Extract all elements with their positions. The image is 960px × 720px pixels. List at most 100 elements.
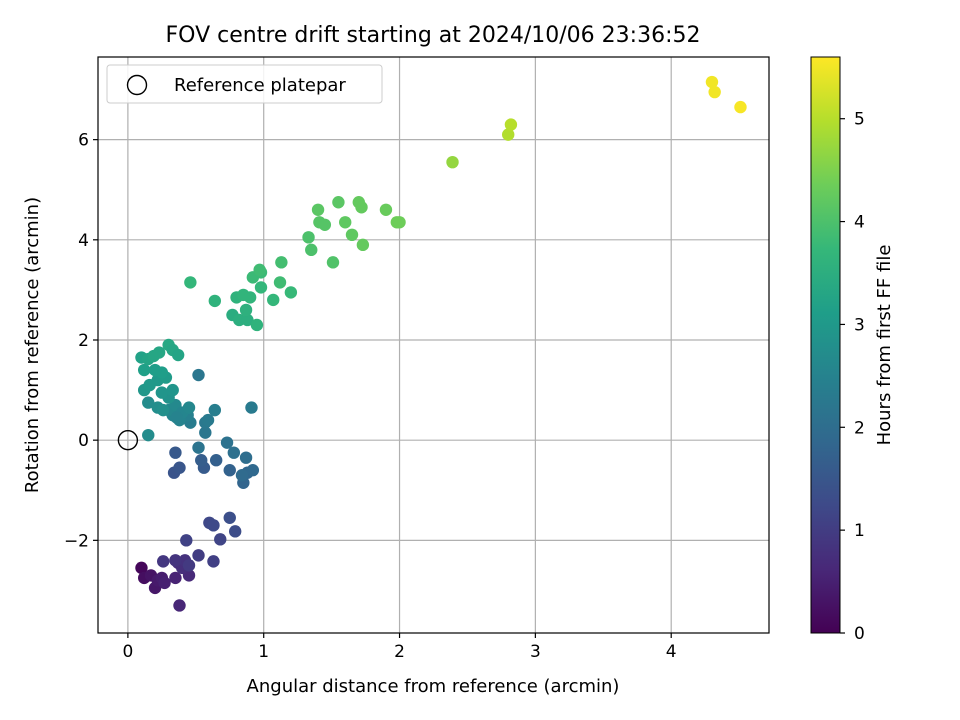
data-point bbox=[302, 231, 315, 244]
data-point bbox=[208, 294, 222, 308]
data-point bbox=[208, 403, 222, 417]
data-point bbox=[708, 85, 721, 99]
reference-platepar-marker bbox=[117, 429, 139, 451]
data-point bbox=[158, 576, 171, 590]
data-point bbox=[284, 286, 298, 299]
data-point bbox=[356, 238, 370, 252]
data-point bbox=[214, 533, 227, 546]
data-point bbox=[137, 363, 151, 377]
data-point bbox=[182, 559, 196, 572]
data-point bbox=[207, 555, 220, 568]
data-point bbox=[355, 201, 368, 214]
colorbar-tick-label: 0 bbox=[854, 624, 865, 644]
colorbar-ticks: 0 1 2 3 4 5 bbox=[840, 110, 865, 644]
y-axis-label: Rotation from reference (arcmin) bbox=[22, 197, 43, 493]
data-point bbox=[192, 441, 205, 454]
data-point bbox=[267, 293, 280, 307]
data-point bbox=[156, 555, 170, 568]
data-point bbox=[379, 203, 393, 216]
data-point bbox=[245, 401, 258, 414]
data-point bbox=[227, 446, 241, 459]
data-point bbox=[155, 386, 169, 399]
legend-marker-icon bbox=[126, 74, 148, 96]
colorbar-tick-label: 4 bbox=[854, 213, 865, 233]
x-tick-label: 0 bbox=[122, 642, 133, 662]
data-point bbox=[223, 464, 236, 477]
data-point bbox=[273, 276, 287, 289]
colorbar-tick-label: 5 bbox=[854, 110, 865, 130]
data-point bbox=[326, 256, 340, 269]
data-point bbox=[170, 411, 183, 424]
data-point bbox=[393, 216, 406, 229]
x-tick-label: 1 bbox=[258, 642, 269, 662]
data-point bbox=[235, 469, 249, 482]
colorbar-tick-label: 2 bbox=[854, 418, 865, 438]
legend: Reference platepar bbox=[106, 64, 383, 104]
data-point bbox=[173, 599, 186, 612]
data-point bbox=[169, 571, 182, 585]
data-point bbox=[318, 218, 332, 231]
x-axis-label: Angular distance from reference (arcmin) bbox=[247, 676, 620, 697]
data-point bbox=[734, 100, 747, 114]
data-point bbox=[345, 228, 359, 242]
data-point bbox=[182, 401, 196, 414]
data-point bbox=[209, 454, 223, 467]
data-point bbox=[135, 561, 148, 575]
data-point bbox=[192, 368, 205, 382]
data-point bbox=[275, 256, 288, 269]
data-point bbox=[192, 549, 205, 562]
data-point bbox=[184, 276, 197, 289]
data-point bbox=[142, 428, 155, 442]
data-point bbox=[446, 155, 459, 169]
colorbar-tick-label: 1 bbox=[854, 521, 865, 541]
data-point bbox=[253, 263, 266, 277]
colorbar: 0 1 2 3 4 5 Hours from first FF file bbox=[810, 56, 895, 644]
data-point bbox=[195, 454, 208, 467]
y-axis-ticks: −2 0 2 4 6 bbox=[64, 131, 98, 551]
data-point bbox=[250, 318, 264, 332]
y-tick-label: −2 bbox=[64, 531, 89, 551]
data-point bbox=[156, 403, 170, 417]
data-point bbox=[504, 118, 518, 131]
data-point bbox=[502, 128, 515, 141]
y-tick-label: 2 bbox=[78, 331, 89, 351]
data-point bbox=[148, 363, 162, 377]
data-point bbox=[207, 519, 220, 532]
y-tick-label: 0 bbox=[78, 431, 89, 451]
data-point bbox=[705, 75, 719, 89]
data-point bbox=[254, 281, 268, 294]
data-point bbox=[241, 313, 254, 327]
data-point bbox=[228, 525, 242, 538]
data-point bbox=[201, 413, 215, 427]
data-point bbox=[169, 446, 182, 459]
chart-title: FOV centre drift starting at 2024/10/06 … bbox=[166, 23, 701, 48]
data-point bbox=[142, 396, 155, 409]
data-point bbox=[152, 346, 166, 359]
data-point bbox=[243, 291, 257, 304]
data-point bbox=[166, 383, 179, 397]
data-point bbox=[246, 464, 260, 477]
legend-label-reference: Reference platepar bbox=[174, 75, 346, 96]
data-point bbox=[220, 436, 234, 449]
y-tick-label: 6 bbox=[78, 131, 89, 151]
data-point bbox=[173, 461, 186, 474]
x-tick-label: 2 bbox=[394, 642, 405, 662]
x-tick-label: 4 bbox=[666, 642, 677, 662]
legend-box bbox=[106, 64, 383, 104]
data-point bbox=[305, 243, 318, 257]
colorbar-tick-label: 3 bbox=[854, 315, 865, 335]
x-axis-ticks: 0 1 2 3 4 bbox=[122, 633, 677, 662]
data-point bbox=[169, 554, 182, 567]
data-point bbox=[332, 196, 345, 209]
colorbar-gradient bbox=[810, 56, 841, 634]
data-point bbox=[180, 534, 193, 547]
x-tick-label: 3 bbox=[530, 642, 541, 662]
data-point bbox=[171, 348, 185, 362]
grid-lines bbox=[98, 57, 769, 633]
data-point bbox=[223, 511, 236, 524]
data-point bbox=[311, 203, 325, 216]
data-point bbox=[199, 426, 212, 439]
colorbar-label: Hours from first FF file bbox=[874, 245, 895, 446]
